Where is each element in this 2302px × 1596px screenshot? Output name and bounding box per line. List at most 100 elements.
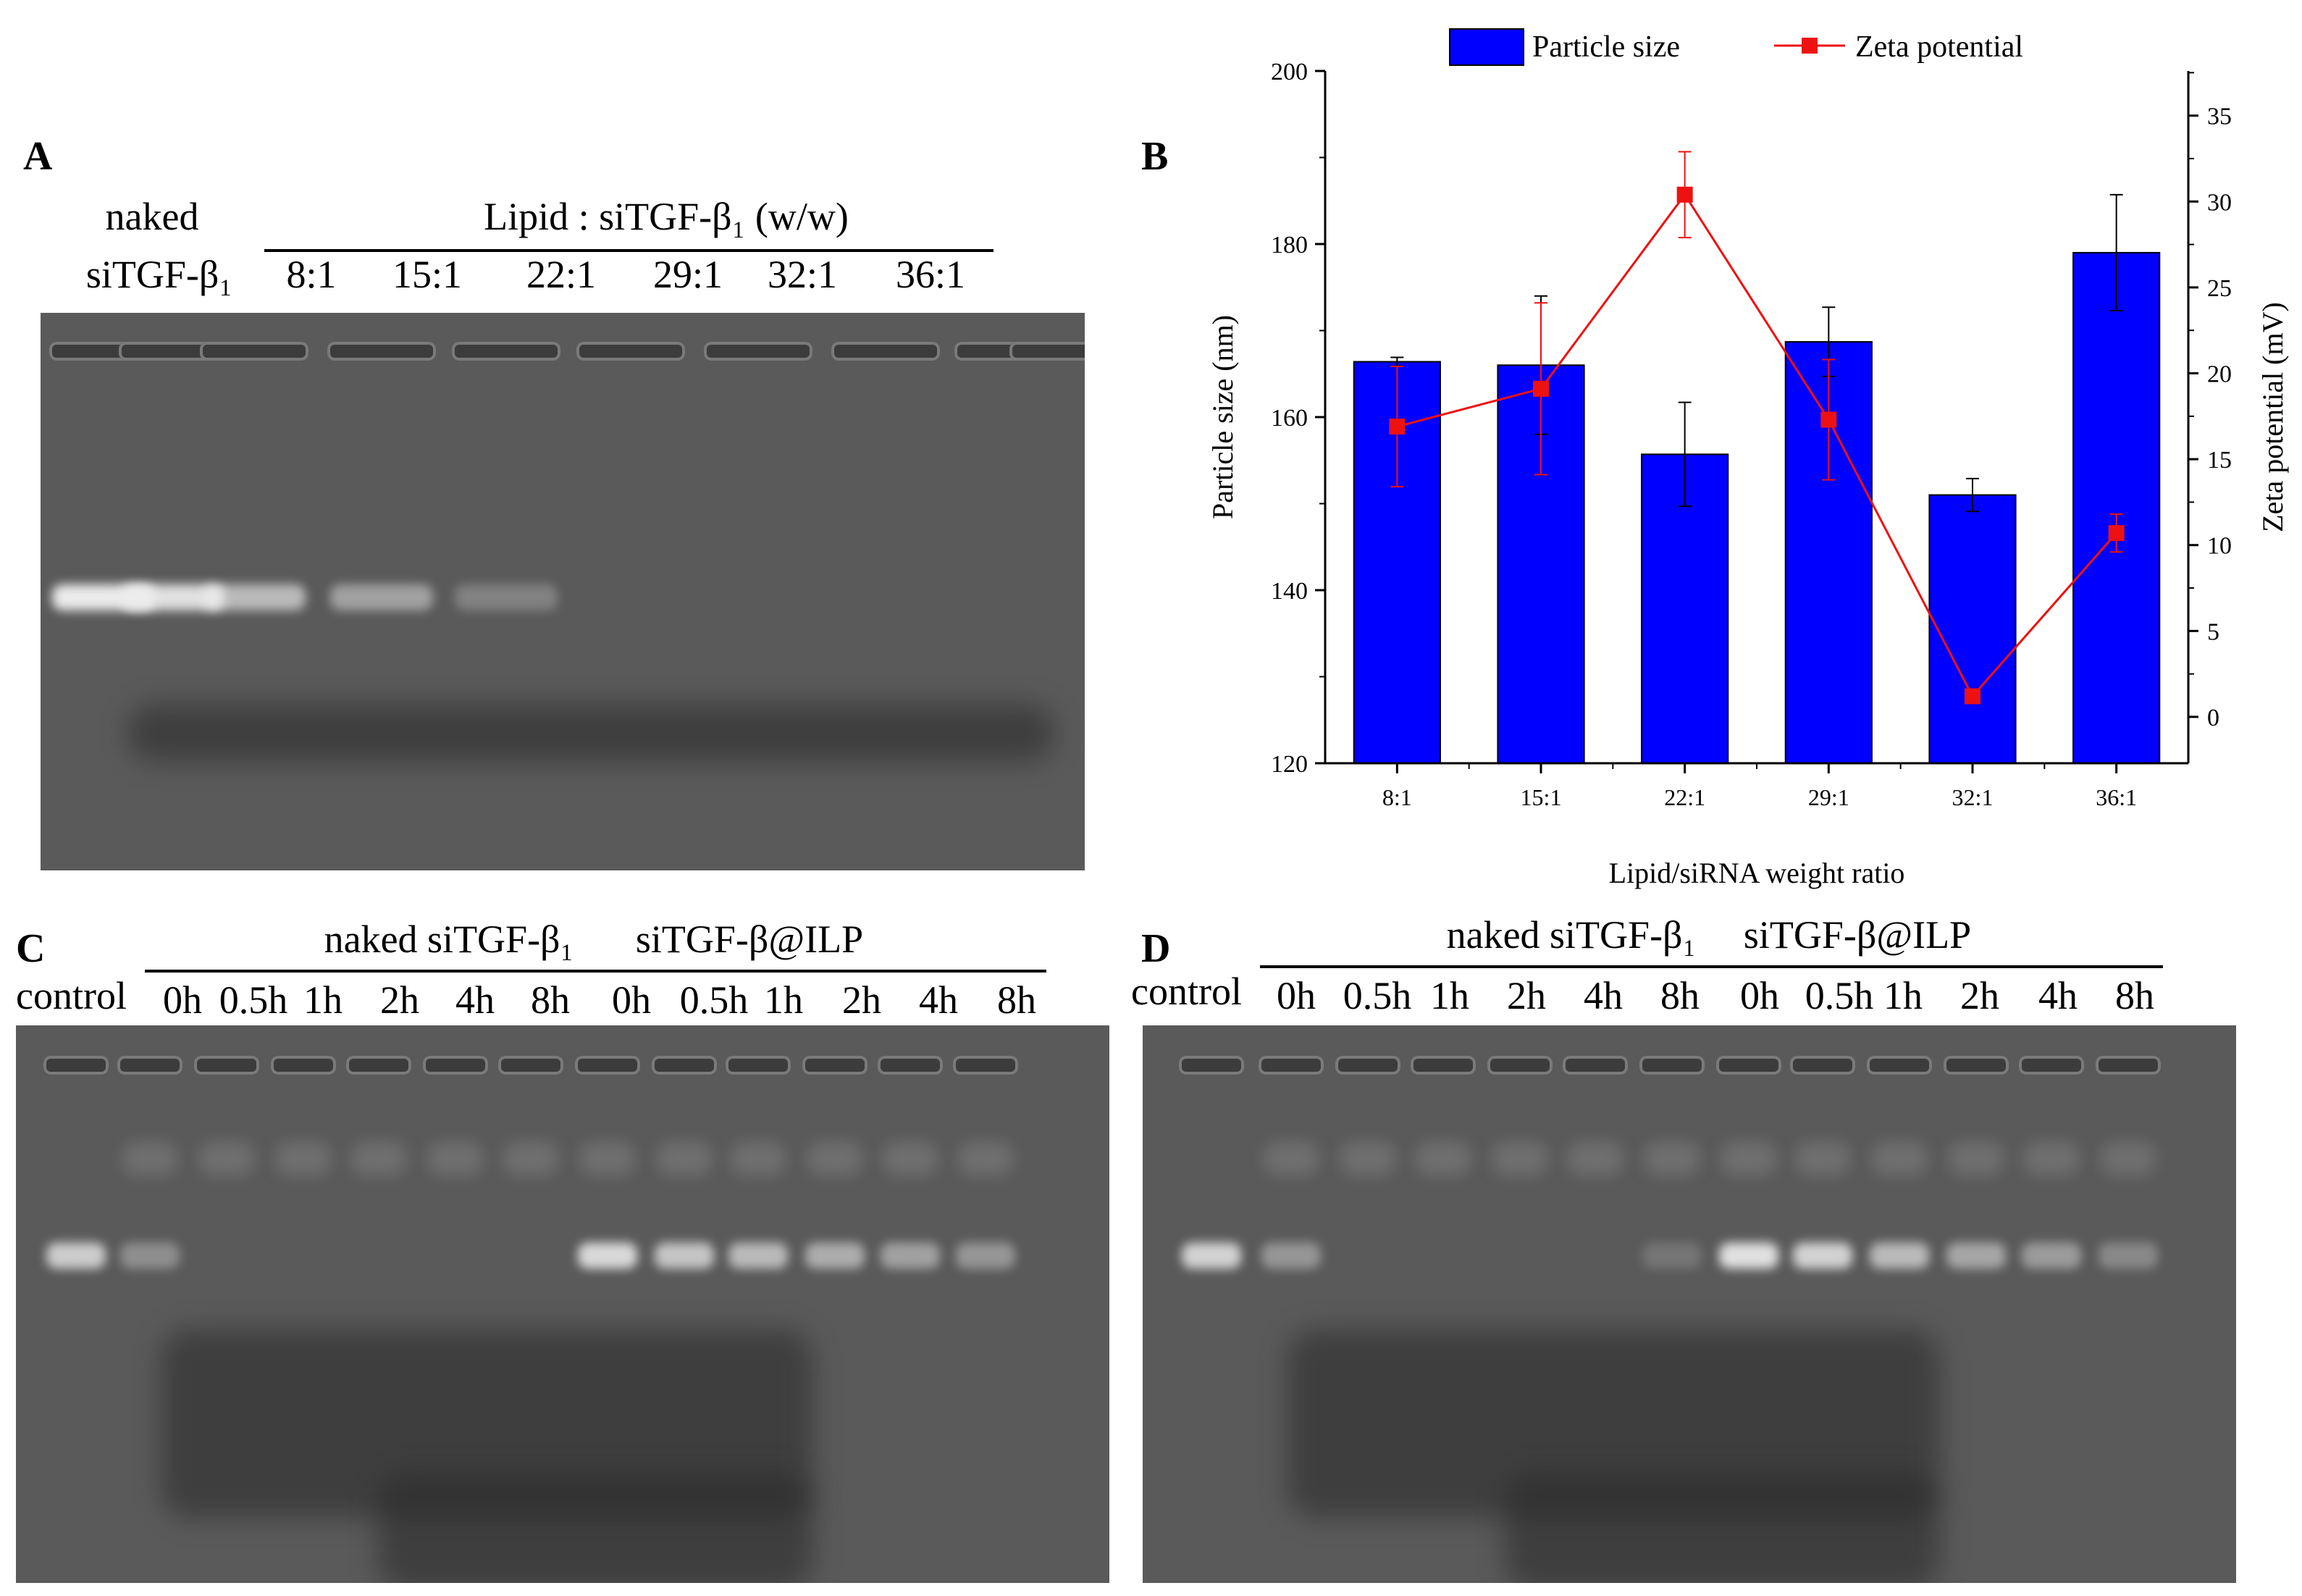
gel-smear xyxy=(656,1141,713,1176)
panel-a-lane-label: 22:1 xyxy=(526,253,596,296)
left-tick-label: 140 xyxy=(1271,578,1308,605)
gel-well xyxy=(271,1056,336,1075)
gel-smear xyxy=(1415,1141,1471,1176)
gel-smear xyxy=(275,1141,332,1176)
gel-well xyxy=(2019,1056,2084,1075)
gel-smear xyxy=(427,1141,484,1176)
x-tick-label: 29:1 xyxy=(1808,784,1849,810)
zeta-potential-point xyxy=(1533,380,1549,397)
legend-particle-size-label: Particle size xyxy=(1532,30,1680,64)
gel-smear xyxy=(350,1141,407,1176)
gel-smear xyxy=(2023,1141,2080,1176)
panel-c-control-label: control xyxy=(16,974,127,1017)
right-tick-label: 30 xyxy=(2207,189,2232,216)
gel-well xyxy=(1790,1056,1855,1075)
gel-smear xyxy=(1567,1141,1623,1176)
gel-well xyxy=(200,342,308,361)
gel-well xyxy=(652,1056,717,1075)
x-tick-label: 15:1 xyxy=(1521,784,1562,810)
panel-b-chart: 120 140 160 180 200 0 5 10 15 20 25 30 35 8:1 15:1 22:1… xyxy=(1206,28,2289,889)
panel-a-naked-label: naked xyxy=(105,195,199,238)
lane-label: 1h xyxy=(303,978,343,1022)
zeta-potential-point xyxy=(1389,419,1406,435)
gel-smear xyxy=(1794,1141,1851,1176)
lane-label: 0h xyxy=(163,978,202,1022)
gel-smear xyxy=(1492,1141,1548,1176)
gel-well xyxy=(704,342,812,361)
zeta-potential-line xyxy=(1396,193,2117,699)
gel-smear xyxy=(1263,1141,1319,1176)
gel-band xyxy=(1719,1243,1778,1269)
left-axis-title: Particle size (nm) xyxy=(1206,315,1239,519)
gel-well xyxy=(1944,1056,2009,1075)
panel-a-lane-label: 15:1 xyxy=(392,253,462,296)
gel-band xyxy=(1793,1243,1852,1269)
lane-label: 4h xyxy=(455,978,495,1022)
gel-band xyxy=(1261,1243,1321,1269)
gel-smear xyxy=(198,1141,255,1176)
zeta-potential-point xyxy=(2108,525,2125,542)
gel-band xyxy=(805,1243,865,1269)
lane-label: 8h xyxy=(997,978,1036,1022)
panel-a-lane-label: 32:1 xyxy=(767,253,837,296)
gel-well xyxy=(1867,1056,1932,1075)
zeta-potential-point xyxy=(1820,411,1837,428)
lane-label: 2h xyxy=(380,978,419,1022)
zeta-potential-point xyxy=(1676,186,1693,203)
legend-zeta-potential-marker xyxy=(1802,38,1818,54)
gel-well xyxy=(2096,1056,2161,1075)
lane-label: 4h xyxy=(1584,974,1623,1017)
panel-a-lane-label: 36:1 xyxy=(895,253,965,296)
gel-well xyxy=(1487,1056,1553,1075)
right-tick-label: 20 xyxy=(2207,361,2232,388)
lane-label: 2h xyxy=(1960,974,1999,1017)
gel-well xyxy=(953,1056,1018,1075)
gel-band xyxy=(881,1243,940,1269)
gel-band xyxy=(455,584,558,610)
panel-a-group-rule xyxy=(264,249,994,252)
left-tick-label: 200 xyxy=(1271,59,1308,85)
gel-well xyxy=(452,342,560,361)
gel-smear xyxy=(882,1141,938,1176)
right-tick-label: 35 xyxy=(2207,104,2232,130)
gel-well xyxy=(726,1056,791,1075)
lane-label: 1h xyxy=(764,978,803,1022)
gel-well xyxy=(423,1056,488,1075)
gel-well xyxy=(575,1056,640,1075)
lane-label: 1h xyxy=(1430,974,1469,1017)
x-tick-label: 22:1 xyxy=(1664,784,1705,810)
lane-label: 0.5h xyxy=(1805,974,1874,1017)
left-tick-label: 120 xyxy=(1271,751,1308,778)
lane-label: 0.5h xyxy=(1343,974,1412,1017)
lane-label: 4h xyxy=(919,978,958,1022)
gel-well xyxy=(1716,1056,1781,1075)
lane-label: 0h xyxy=(612,978,651,1022)
gel-well xyxy=(1259,1056,1324,1075)
lane-label: 8h xyxy=(531,978,570,1022)
panel-d-gel-image xyxy=(1143,1025,2236,1583)
gel-well xyxy=(1009,342,1085,361)
gel-smear xyxy=(1948,1141,2004,1176)
gel-well xyxy=(327,342,436,361)
panel-d-control-label: control xyxy=(1131,970,1242,1013)
left-tick-label: 180 xyxy=(1271,232,1308,259)
lane-label: 8h xyxy=(1660,974,1700,1017)
panel-d-group1-label: naked siTGF-β₁ xyxy=(1446,913,1697,957)
gel-well xyxy=(878,1056,943,1075)
panel-c-group-rule xyxy=(145,970,1046,973)
right-axis-title: Zeta potential (mV) xyxy=(2256,302,2289,532)
gel-smear xyxy=(1871,1141,1928,1176)
x-tick-label: 36:1 xyxy=(2096,784,2137,810)
gel-well xyxy=(802,1056,868,1075)
lane-label: 2h xyxy=(842,978,881,1022)
panel-a-sitgf-label: siTGF-β₁ xyxy=(85,253,233,296)
right-tick-label: 25 xyxy=(2207,275,2232,302)
lane-label: 0.5h xyxy=(679,978,749,1022)
gel-band xyxy=(1642,1243,1702,1269)
gel-well xyxy=(831,342,940,361)
lane-label: 4h xyxy=(2038,974,2078,1017)
gel-well xyxy=(1563,1056,1628,1075)
lane-label: 1h xyxy=(1883,974,1923,1017)
gel-smear xyxy=(1721,1141,1777,1176)
gel-band xyxy=(330,584,433,610)
